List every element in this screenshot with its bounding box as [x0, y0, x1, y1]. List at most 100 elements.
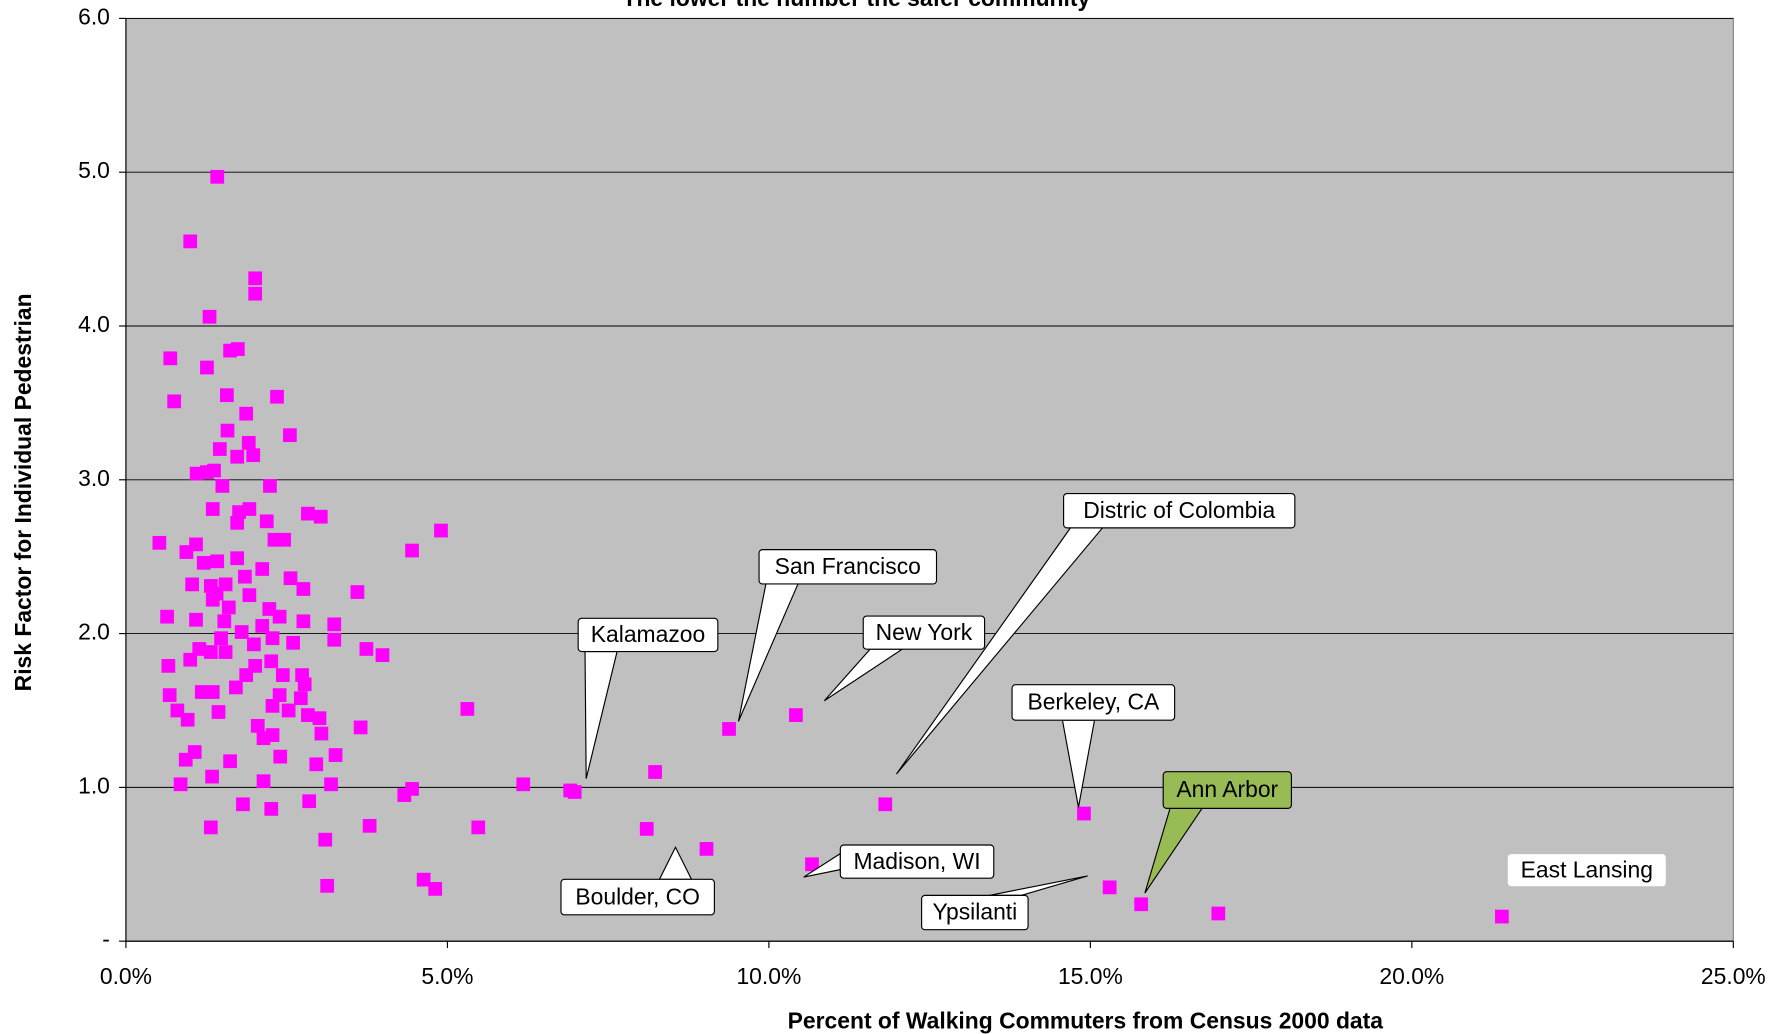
point [434, 523, 448, 538]
point [183, 234, 198, 249]
point [516, 777, 531, 792]
point [202, 309, 217, 324]
point [353, 720, 368, 735]
point [272, 688, 287, 702]
point [327, 632, 342, 647]
point [313, 509, 328, 524]
point [264, 802, 279, 816]
point [220, 423, 235, 438]
x-tick-label: 5.0% [421, 963, 473, 989]
callout-box [560, 878, 715, 916]
point [194, 685, 209, 699]
point [215, 479, 230, 493]
callout-box [1162, 771, 1292, 809]
point [283, 428, 297, 443]
point [173, 777, 188, 792]
point [460, 702, 475, 716]
callout-box [862, 615, 986, 650]
point [185, 577, 200, 592]
y-tick-label: 4.0 [78, 311, 110, 337]
y-axis-title: Risk Factor for Individual Pedestrian [10, 293, 36, 691]
point [250, 718, 265, 733]
point [211, 705, 226, 719]
point [320, 878, 335, 893]
point [192, 642, 207, 656]
point [324, 777, 338, 792]
point [210, 554, 225, 569]
point [1102, 880, 1117, 895]
point [230, 449, 245, 464]
point [296, 614, 311, 629]
point [1134, 897, 1149, 912]
callout-box [577, 617, 719, 653]
callout-box [1507, 854, 1666, 887]
point [312, 711, 327, 726]
point [648, 765, 662, 779]
callout-box [1011, 684, 1176, 721]
point [263, 479, 277, 493]
y-tick-label: 1.0 [78, 772, 110, 798]
point [314, 726, 329, 741]
point [189, 612, 203, 627]
point [205, 769, 219, 784]
x-tick-label: 20.0% [1379, 963, 1444, 989]
point [328, 748, 343, 762]
point [275, 668, 290, 682]
point [247, 637, 261, 652]
point [234, 625, 249, 639]
callout-box [758, 549, 938, 585]
point [296, 582, 311, 596]
point [241, 436, 256, 450]
y-tick-label: 3.0 [78, 465, 110, 491]
point [207, 463, 221, 478]
x-axis-title: Percent of Walking Commuters from Census… [788, 1008, 1384, 1034]
point [242, 588, 257, 603]
point [273, 749, 288, 764]
point [805, 857, 819, 872]
point [220, 388, 234, 403]
callout-label: New York [876, 619, 973, 645]
point [239, 668, 254, 682]
point [359, 642, 374, 656]
point [230, 515, 245, 530]
point [232, 505, 246, 519]
point [160, 609, 174, 624]
point [236, 797, 250, 812]
y-tick-label: 2.0 [78, 619, 110, 645]
point [318, 832, 333, 847]
callout-label: Ann Arbor [1176, 776, 1278, 802]
point [416, 872, 431, 887]
point [239, 406, 254, 421]
point [350, 585, 365, 599]
point [167, 394, 182, 409]
point [203, 820, 218, 835]
point [281, 703, 296, 718]
point [230, 551, 245, 566]
point [255, 619, 270, 633]
point [203, 645, 218, 659]
point [397, 788, 412, 802]
point [259, 514, 274, 529]
point [428, 882, 443, 896]
point [878, 797, 893, 812]
callout-label: Kalamazoo [591, 621, 705, 647]
x-tick-label: 0.0% [100, 963, 152, 989]
point [256, 731, 271, 746]
point [327, 617, 342, 632]
point [161, 659, 176, 673]
y-tick-label: 5.0 [78, 157, 110, 183]
point [567, 785, 582, 799]
point [283, 571, 298, 586]
point [1495, 909, 1509, 924]
point [1211, 906, 1226, 921]
point [405, 543, 419, 558]
point [163, 351, 178, 366]
point [1077, 806, 1091, 821]
x-tick-label: 10.0% [736, 963, 801, 989]
callout-label: East Lansing [1521, 856, 1653, 882]
point [180, 712, 195, 727]
point [217, 614, 232, 629]
callout-box [921, 894, 1029, 931]
